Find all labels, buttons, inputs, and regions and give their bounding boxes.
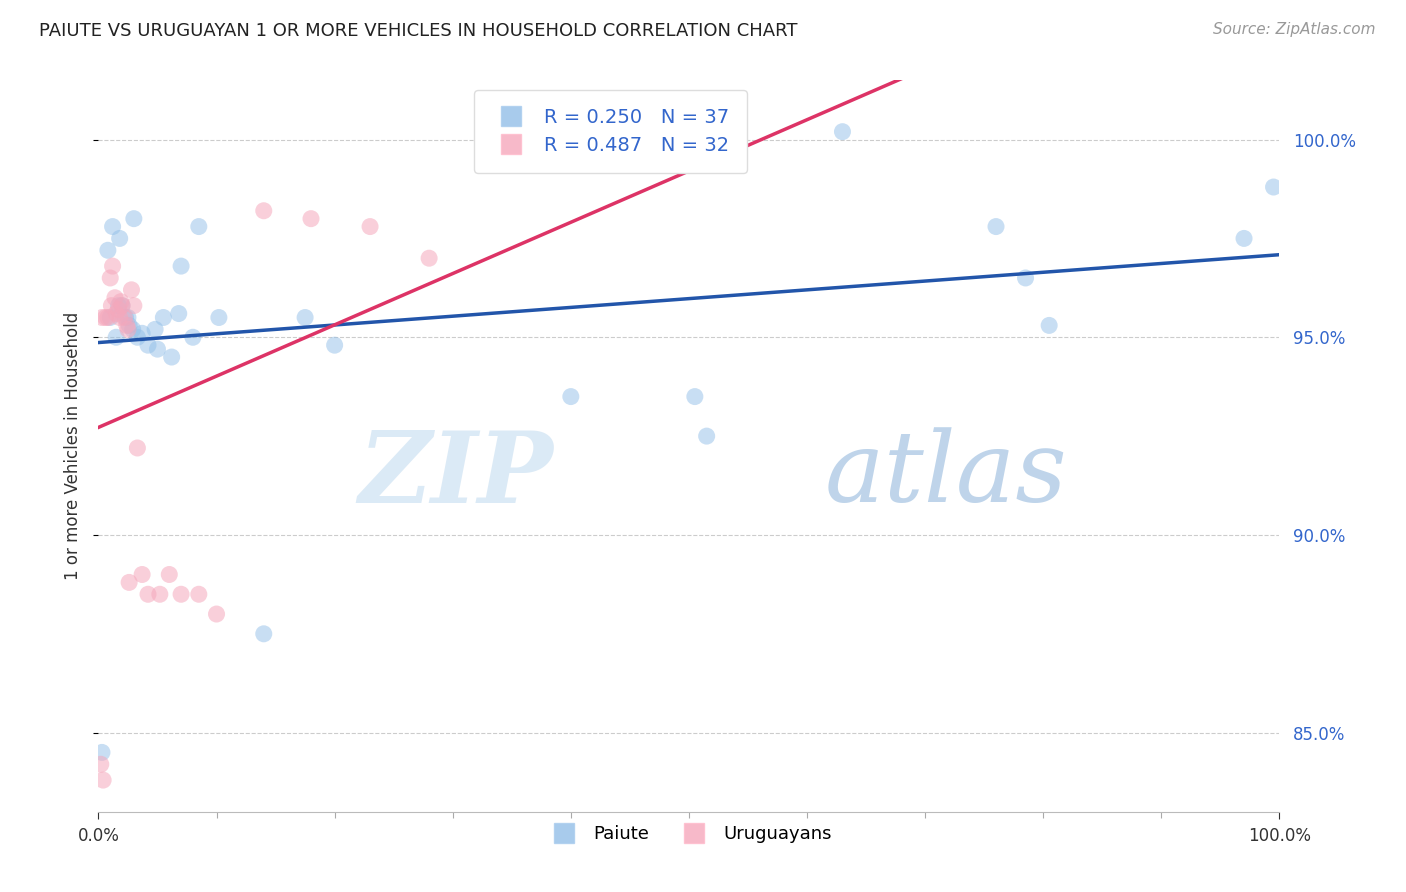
Point — [418, 251, 440, 265]
Point — [205, 607, 228, 621]
Point — [157, 567, 180, 582]
Point — [122, 299, 145, 313]
Text: Source: ZipAtlas.com: Source: ZipAtlas.com — [1212, 22, 1375, 37]
Point — [131, 326, 153, 341]
Point — [143, 322, 166, 336]
Point — [253, 203, 276, 218]
Point — [170, 259, 193, 273]
Point — [121, 322, 143, 336]
Point — [108, 231, 131, 245]
Point — [118, 318, 141, 333]
Point — [181, 330, 204, 344]
Point — [1263, 180, 1285, 194]
Point — [127, 441, 149, 455]
Point — [118, 575, 141, 590]
Point — [111, 299, 134, 313]
Point — [1233, 231, 1256, 245]
Point — [831, 125, 853, 139]
Point — [187, 219, 209, 234]
Point — [253, 627, 276, 641]
Point — [101, 259, 124, 273]
Point — [121, 283, 143, 297]
Point — [294, 310, 316, 325]
Point — [115, 318, 138, 333]
Point — [94, 310, 117, 325]
Point — [105, 307, 128, 321]
Point — [104, 291, 127, 305]
Point — [146, 342, 169, 356]
Point — [1038, 318, 1060, 333]
Point — [98, 271, 121, 285]
Point — [97, 244, 120, 258]
Point — [323, 338, 346, 352]
Point — [170, 587, 193, 601]
Point — [984, 219, 1007, 234]
Point — [167, 307, 190, 321]
Point — [91, 746, 114, 760]
Point — [108, 310, 131, 325]
Point — [91, 773, 114, 788]
Point — [100, 299, 122, 313]
Text: atlas: atlas — [825, 427, 1067, 523]
Point — [107, 302, 129, 317]
Point — [110, 294, 132, 309]
Point — [136, 587, 159, 601]
Point — [149, 587, 172, 601]
Legend: Paiute, Uruguayans: Paiute, Uruguayans — [538, 818, 839, 850]
Point — [98, 310, 121, 325]
Point — [105, 330, 128, 344]
Point — [90, 757, 112, 772]
Point — [187, 587, 209, 601]
Point — [299, 211, 322, 226]
Point — [131, 567, 153, 582]
Point — [696, 429, 718, 443]
Text: PAIUTE VS URUGUAYAN 1 OR MORE VEHICLES IN HOUSEHOLD CORRELATION CHART: PAIUTE VS URUGUAYAN 1 OR MORE VEHICLES I… — [39, 22, 797, 40]
Point — [127, 330, 149, 344]
Point — [152, 310, 174, 325]
Point — [111, 299, 134, 313]
Point — [136, 338, 159, 352]
Point — [101, 219, 124, 234]
Point — [117, 322, 139, 336]
Point — [160, 350, 183, 364]
Y-axis label: 1 or more Vehicles in Household: 1 or more Vehicles in Household — [65, 312, 83, 580]
Point — [107, 299, 129, 313]
Point — [122, 211, 145, 226]
Point — [117, 310, 139, 325]
Point — [112, 310, 135, 325]
Point — [208, 310, 231, 325]
Point — [683, 390, 706, 404]
Point — [359, 219, 381, 234]
Point — [114, 310, 136, 325]
Point — [1014, 271, 1036, 285]
Text: ZIP: ZIP — [359, 427, 553, 524]
Point — [560, 390, 582, 404]
Point — [97, 310, 120, 325]
Point — [91, 310, 114, 325]
